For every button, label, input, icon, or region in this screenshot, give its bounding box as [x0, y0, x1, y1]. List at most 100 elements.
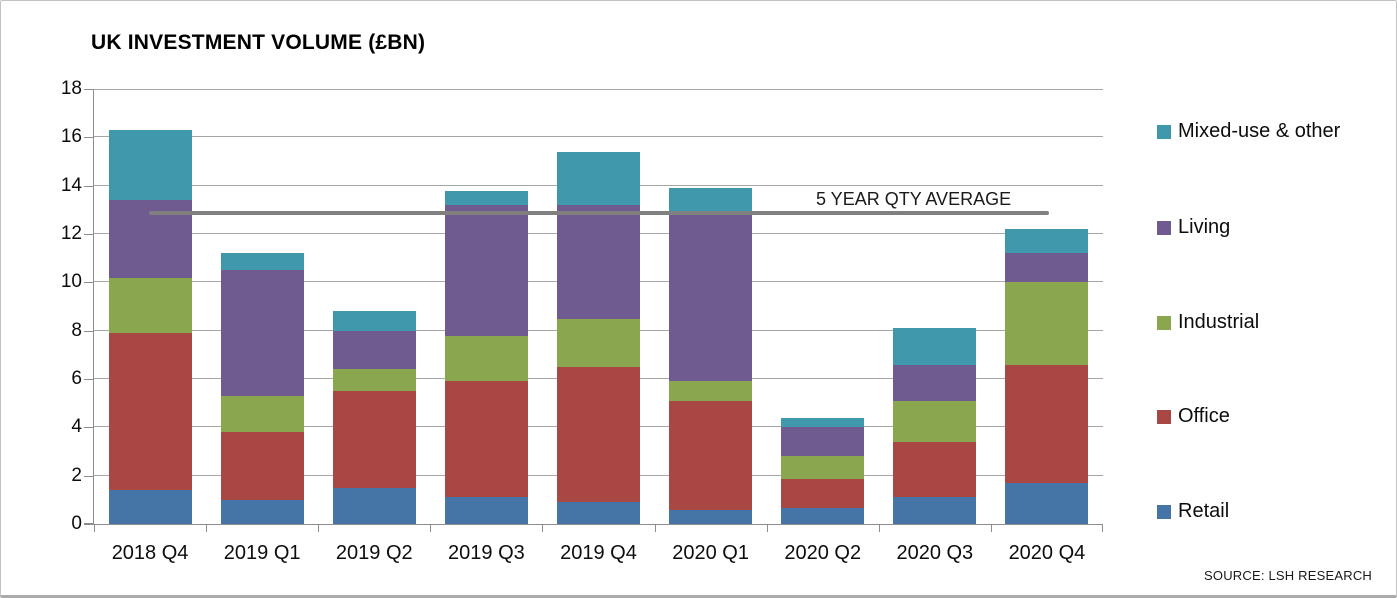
bar-segment-retail — [1005, 482, 1089, 524]
bar-segment-industrial — [108, 277, 192, 334]
bar-2019-q3 — [444, 89, 528, 524]
y-tick-16 — [84, 137, 94, 139]
bar-segment-retail — [332, 487, 416, 524]
bar-segment-industrial — [220, 395, 304, 433]
x-tick-4 — [542, 524, 544, 532]
bar-segment-office — [669, 400, 753, 510]
legend-label: Industrial — [1178, 311, 1260, 333]
bar-segment-office — [557, 366, 640, 503]
average-line — [149, 211, 1049, 216]
y-tick-0 — [84, 523, 94, 524]
bar-2020-q3 — [893, 89, 977, 524]
y-tick-14 — [84, 185, 94, 187]
y-axis-label: 14 — [60, 174, 82, 196]
bar-segment-mixed-use-other — [557, 151, 640, 206]
legend-item-industrial: Industrial — [1157, 311, 1259, 334]
bar-segment-living — [1005, 253, 1089, 283]
bar-segment-retail — [220, 499, 304, 524]
bar-segment-office — [332, 391, 416, 488]
x-axis-label: 2018 Q4 — [111, 542, 189, 564]
bar-segment-living — [332, 330, 416, 370]
bar-segment-living — [557, 205, 640, 319]
y-axis-label: 16 — [60, 126, 82, 148]
bar-segment-industrial — [1005, 282, 1089, 365]
gridline-y-18 — [94, 89, 1103, 90]
x-tick-9 — [1102, 524, 1103, 532]
chart-title: UK INVESTMENT VOLUME (£BN) — [91, 31, 426, 54]
y-axis-label: 2 — [71, 464, 82, 486]
legend-label: Office — [1178, 405, 1230, 427]
legend-item-retail: Retail — [1157, 500, 1229, 523]
x-tick-2 — [318, 524, 320, 532]
legend-swatch-icon — [1157, 220, 1171, 235]
bar-segment-mixed-use-other — [108, 130, 192, 201]
x-axis-label: 2020 Q3 — [896, 542, 974, 564]
x-axis-label: 2019 Q4 — [560, 542, 637, 564]
bar-segment-mixed-use-other — [669, 188, 753, 213]
bar-segment-mixed-use-other — [332, 311, 416, 331]
bar-segment-mixed-use-other — [893, 328, 977, 365]
bar-segment-retail — [781, 508, 865, 524]
y-axis-label: 8 — [71, 319, 82, 341]
x-tick-8 — [990, 524, 992, 532]
bar-2020-q1 — [669, 89, 753, 524]
source-note: SOURCE: LSH RESEARCH — [1204, 568, 1372, 583]
x-axis-label: 2019 Q2 — [335, 542, 413, 564]
x-tick-3 — [430, 524, 432, 532]
legend-label: Living — [1178, 216, 1231, 238]
gridline-y-16 — [94, 136, 1103, 138]
y-tick-18 — [84, 89, 94, 90]
legend-swatch-icon — [1157, 124, 1171, 139]
legend-label: Retail — [1178, 500, 1230, 522]
bar-segment-industrial — [669, 381, 753, 401]
y-axis-label: 4 — [71, 416, 82, 438]
legend-swatch-icon — [1157, 409, 1171, 424]
y-axis-label: 6 — [71, 368, 82, 389]
y-axis-label: 18 — [60, 78, 82, 99]
bar-2020-q2 — [781, 89, 865, 524]
y-axis-label: 10 — [60, 271, 82, 293]
bar-segment-living — [669, 212, 753, 382]
x-tick-7 — [878, 524, 880, 532]
bar-segment-living — [444, 205, 528, 336]
bar-segment-living — [220, 270, 304, 396]
bar-segment-office — [108, 333, 192, 491]
x-tick-0 — [94, 524, 95, 532]
bar-segment-living — [781, 427, 865, 457]
legend-swatch-icon — [1157, 315, 1171, 330]
bar-segment-retail — [669, 509, 753, 524]
bar-2019-q1 — [220, 89, 304, 524]
bar-segment-industrial — [781, 456, 865, 480]
average-line-label: 5 YEAR QTY AVERAGE — [816, 189, 1012, 210]
y-axis-line — [93, 89, 94, 524]
legend-label: Mixed-use & other — [1178, 120, 1341, 142]
legend-swatch-icon — [1157, 504, 1171, 519]
bar-segment-office — [220, 432, 304, 500]
bar-segment-mixed-use-other — [781, 417, 865, 428]
x-axis-label: 2019 Q3 — [448, 542, 525, 564]
bar-segment-industrial — [557, 318, 640, 367]
bar-2019-q4 — [557, 89, 640, 524]
x-axis-label: 2019 Q1 — [223, 542, 301, 564]
y-tick-12 — [84, 234, 94, 235]
y-tick-2 — [84, 475, 94, 477]
x-tick-6 — [766, 524, 768, 532]
bar-segment-office — [781, 479, 865, 509]
bar-2020-q4 — [1005, 89, 1089, 524]
x-axis-label: 2020 Q4 — [1008, 542, 1086, 564]
y-tick-8 — [84, 330, 94, 332]
x-axis-label: 2020 Q1 — [672, 542, 749, 564]
x-axis-label: 2020 Q2 — [784, 542, 862, 564]
legend-item-mixed-use-other: Mixed-use & other — [1157, 120, 1340, 143]
x-axis-line — [84, 524, 1103, 525]
legend-item-office: Office — [1157, 405, 1230, 428]
bar-segment-mixed-use-other — [1005, 229, 1089, 254]
bar-segment-retail — [444, 497, 528, 524]
bar-segment-retail — [108, 490, 192, 524]
y-axis-label: 12 — [60, 223, 82, 244]
bar-segment-office — [444, 381, 528, 498]
bar-2018-q4 — [108, 89, 192, 524]
x-tick-1 — [206, 524, 208, 532]
plot-area: 18 16 14 12 10 8 6 4 2 0 2018 Q4 2019 Q1 2019 Q2 2019… — [61, 78, 1103, 564]
